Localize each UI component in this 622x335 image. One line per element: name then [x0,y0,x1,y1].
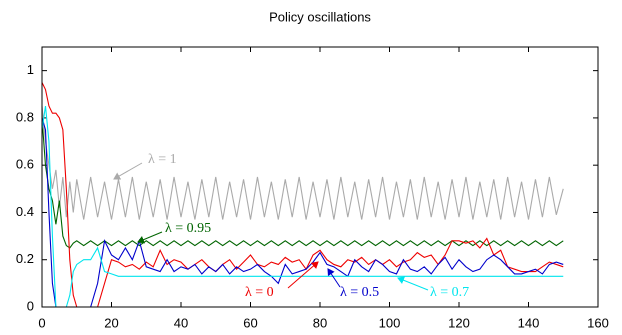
annotation-arrow [397,276,429,291]
series-line [41,117,564,308]
y-tick-label: 0 [27,298,34,313]
x-tick-label: 140 [518,315,540,330]
x-tick-label: 0 [38,315,45,330]
y-tick-label: 1 [27,62,34,77]
x-tick-label: 20 [104,315,118,330]
annotation: λ = 0.7 [430,285,469,300]
annotation-arrow [327,268,341,288]
y-tick-label: 0.2 [16,251,34,266]
series-line [41,117,564,249]
annotation: λ = 1 [148,152,177,167]
annotation-arrow [287,261,319,289]
y-tick-label: 0.8 [16,109,34,124]
x-tick-label: 60 [243,315,257,330]
x-tick-label: 40 [174,315,188,330]
series-line [41,82,564,308]
annotation-arrow [113,162,143,180]
annotation: λ = 0 [245,285,274,300]
annotation: λ = 0.5 [340,285,379,300]
x-tick-label: 160 [587,315,609,330]
plot-frame [41,46,599,308]
y-tick-label: 0.6 [16,157,34,172]
x-tick-label: 100 [379,315,401,330]
y-tick-label: 0.4 [16,204,34,219]
series-line [41,106,564,308]
chart-title: Policy oscillations [269,9,371,24]
annotation-arrow [137,231,163,244]
x-tick-label: 120 [448,315,470,330]
series-line [41,106,564,220]
annotation: λ = 0.95 [165,221,211,236]
x-tick-label: 80 [313,315,327,330]
